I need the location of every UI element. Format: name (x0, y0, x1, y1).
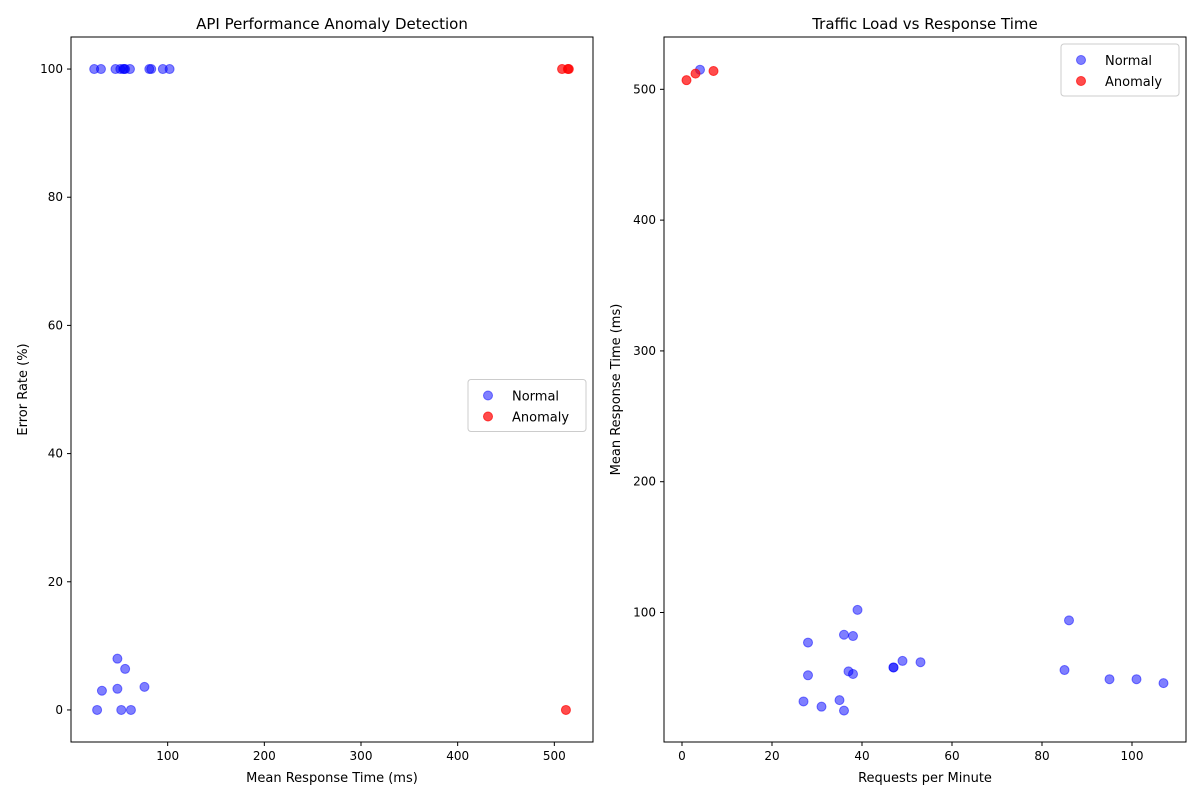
data-point (560, 704, 571, 715)
series-normal (695, 64, 1169, 716)
data-point (803, 637, 813, 648)
x-tick-label: 20 (764, 749, 779, 763)
x-tick-label: 100 (156, 749, 179, 763)
data-point (112, 653, 123, 664)
x-tick-label: 100 (1121, 749, 1144, 763)
legend-label: Normal (1105, 54, 1152, 69)
data-point (116, 704, 127, 715)
chart-api-performance: 100 200 300 400 500 0 20 40 60 80 100 API Performan… (16, 15, 594, 786)
data-point (803, 670, 813, 681)
legend-box (1060, 43, 1180, 97)
chart-title: API Performance Anomaly Detection (196, 15, 468, 33)
data-point (125, 704, 136, 715)
data-point (164, 64, 175, 75)
x-tick-label: 0 (678, 749, 686, 763)
x-tick-label: 60 (944, 749, 959, 763)
data-point (139, 681, 150, 692)
x-tick-label: 40 (854, 749, 869, 763)
plot-frame (70, 36, 594, 743)
y-tick-label: 80 (48, 190, 63, 204)
data-point (120, 663, 131, 674)
y-tick-label: 200 (633, 475, 656, 489)
x-axis-label: Requests per Minute (858, 771, 992, 786)
data-point (690, 68, 701, 79)
y-tick-label: 0 (55, 703, 63, 717)
y-tick-label: 500 (633, 82, 656, 96)
y-tick-label: 100 (633, 606, 656, 620)
data-point (1104, 674, 1115, 685)
y-tick-label: 60 (48, 318, 63, 332)
y-tick-label: 300 (633, 344, 656, 358)
x-tick-label: 300 (350, 749, 373, 763)
data-point (816, 701, 827, 712)
data-point (95, 64, 106, 75)
data-point (708, 66, 719, 77)
y-tick-label: 100 (40, 62, 63, 76)
data-point (834, 695, 845, 706)
series-anomaly (681, 66, 719, 86)
chart-traffic-load: 0 20 40 60 80 100 100 200 300 400 500 Traffic Load … (609, 15, 1187, 786)
data-point (798, 696, 809, 707)
legend-label: Normal (512, 390, 559, 405)
legend-box (467, 379, 587, 432)
y-tick-label: 20 (48, 575, 63, 589)
x-tick-label: 400 (446, 749, 469, 763)
data-point (848, 668, 858, 679)
data-point (1131, 674, 1142, 685)
series-anomaly (557, 64, 574, 715)
data-point (839, 629, 849, 640)
data-point (888, 662, 899, 673)
legend-marker (1076, 76, 1086, 86)
data-point (124, 64, 135, 75)
legend-label: Anomaly (1105, 75, 1162, 90)
data-point (681, 75, 692, 86)
legend-marker (483, 411, 493, 422)
plot-frame (663, 36, 1187, 743)
y-tick-label: 40 (48, 447, 63, 461)
y-axis-label: Error Rate (%) (16, 343, 31, 435)
series-normal (89, 64, 175, 715)
y-axis-label: Mean Response Time (ms) (609, 304, 624, 476)
data-point (1158, 678, 1169, 689)
data-point (96, 685, 107, 696)
data-point (146, 64, 157, 75)
chart-title: Traffic Load vs Response Time (811, 15, 1038, 33)
data-point (563, 64, 574, 75)
x-tick-label: 200 (253, 749, 276, 763)
data-point (852, 604, 863, 615)
data-point (848, 631, 858, 642)
legend-marker (1076, 55, 1086, 65)
x-tick-label: 500 (543, 749, 566, 763)
legend-marker (483, 390, 493, 401)
legend-label: Anomaly (512, 411, 569, 426)
data-point (112, 683, 123, 694)
x-axis-label: Mean Response Time (ms) (246, 771, 418, 786)
data-point (897, 655, 908, 666)
x-tick-label: 80 (1034, 749, 1049, 763)
data-point (915, 657, 926, 668)
data-point (92, 704, 103, 715)
data-point (1064, 615, 1074, 626)
data-point (1059, 665, 1070, 676)
y-tick-label: 400 (633, 213, 656, 227)
data-point (839, 705, 849, 716)
